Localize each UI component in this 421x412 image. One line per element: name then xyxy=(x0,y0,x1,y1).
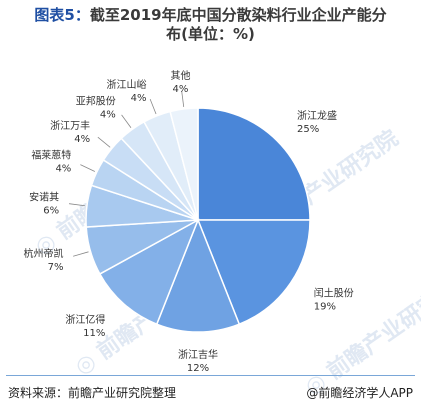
slice-label: 闰土股份 xyxy=(314,287,354,300)
slice-label: 浙江龙盛 xyxy=(297,109,337,122)
slice-value-label: 19% xyxy=(314,302,336,313)
slice-value-label: 4% xyxy=(100,110,116,121)
footer-divider xyxy=(6,375,415,376)
slice-label: 浙江万丰 xyxy=(50,119,90,132)
slice-label: 浙江山峪 xyxy=(106,79,146,91)
chart-title: 图表5：截至2019年底中国分散染料行业企业产能分 布(单位：%) xyxy=(0,6,421,44)
slice-value-label: 4% xyxy=(74,134,90,145)
title-line2: 布(单位：%) xyxy=(166,25,255,43)
pie-slice xyxy=(196,219,311,326)
slice-label: 安诺其 xyxy=(29,190,59,203)
pie-slice xyxy=(98,218,200,326)
leader-line xyxy=(181,90,185,107)
leader-line xyxy=(68,203,85,207)
slice-label: 浙江亿得 xyxy=(65,313,105,326)
pie-slice xyxy=(169,107,199,221)
slice-label: 亚邦股份 xyxy=(76,95,116,108)
slice-label: 福莱蒽特 xyxy=(31,148,71,161)
leader-line xyxy=(97,136,111,148)
leader-line xyxy=(149,98,157,115)
slice-value-label: 11% xyxy=(83,328,105,339)
slice-value-label: 12% xyxy=(187,363,209,374)
brand-credit: @前瞻经济学人APP xyxy=(306,386,413,400)
slice-value-label: 7% xyxy=(48,262,64,273)
slice-value-label: 25% xyxy=(297,124,319,135)
leader-line xyxy=(80,164,96,172)
slice-value-label: 4% xyxy=(55,163,71,174)
leader-line xyxy=(121,114,132,129)
pie-slice xyxy=(197,107,311,221)
slice-value-label: 6% xyxy=(43,205,59,216)
source-note: 资料来源：前瞻产业研究院整理 xyxy=(8,386,177,400)
pie-slice xyxy=(155,217,241,333)
leader-line xyxy=(73,251,89,257)
title-line1: 截至2019年底中国分散染料行业企业产能分 xyxy=(89,6,387,24)
slice-label: 浙江吉华 xyxy=(178,348,218,361)
slice-value-label: 4% xyxy=(131,93,147,104)
slice-value-label: 4% xyxy=(173,84,189,95)
slice-label: 其他 xyxy=(170,69,190,82)
slice-label: 杭州帝凯 xyxy=(24,247,64,260)
title-prefix: 图表5： xyxy=(34,6,90,24)
